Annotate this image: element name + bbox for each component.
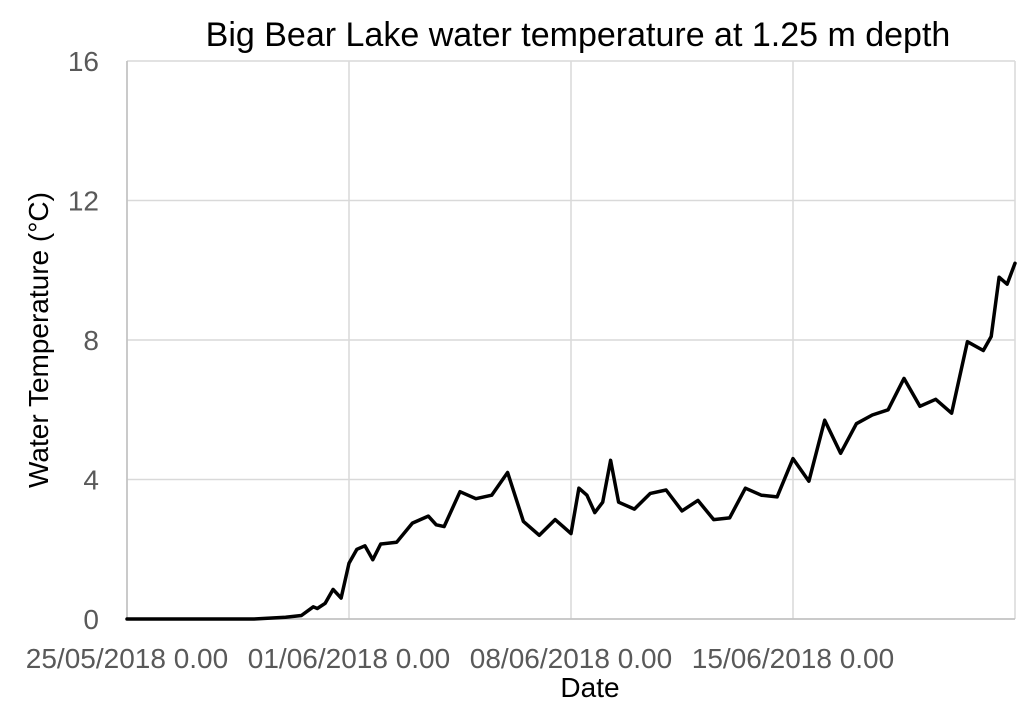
y-axis-label: Water Temperature (°C) — [23, 192, 54, 488]
x-tick-label: 01/06/2018 0.00 — [248, 643, 450, 674]
y-tick-label: 16 — [68, 46, 99, 77]
x-axis-label: Date — [560, 672, 619, 703]
y-tick-label: 0 — [83, 604, 99, 635]
x-tick-label: 08/06/2018 0.00 — [470, 643, 672, 674]
x-tick-label: 25/05/2018 0.00 — [26, 643, 228, 674]
x-tick-label: 15/06/2018 0.00 — [692, 643, 894, 674]
y-tick-label: 4 — [83, 465, 99, 496]
x-tick-labels: 25/05/2018 0.00 01/06/2018 0.00 08/06/2018… — [26, 643, 894, 674]
chart-title: Big Bear Lake water temperature at 1.25 … — [206, 16, 951, 54]
y-tick-label: 12 — [68, 186, 99, 217]
y-tick-label: 8 — [83, 325, 99, 356]
y-tick-labels: 0 4 8 12 16 — [68, 46, 99, 635]
series-line — [125, 261, 1017, 621]
